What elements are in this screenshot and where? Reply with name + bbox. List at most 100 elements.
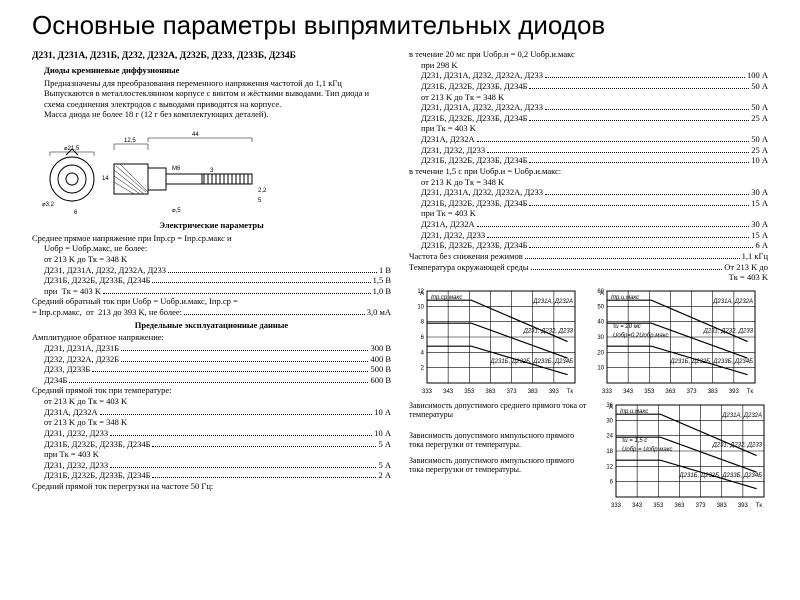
svg-text:Д231, Д232, Д233: Д231, Д232, Д233 [712,442,763,448]
chart-1: 24681012А333343353363373383393TкIпр.ср.м… [409,287,579,395]
svg-text:12: 12 [606,464,613,470]
svg-text:20: 20 [597,350,604,356]
intro-line1: Диоды кремниевые диффузионные [32,65,391,76]
left-column: Д231, Д231А, Д231Б, Д232, Д232А, Д232Б, … [32,49,391,509]
svg-text:⌀3,2: ⌀3,2 [42,202,55,208]
svg-text:Iпр.и.макс: Iпр.и.макс [620,409,648,415]
elec-pre3: от 213 K до Tк = 348 K [32,254,391,265]
svg-text:Д231А, Д232А: Д231А, Д232А [712,299,753,305]
svg-text:343: 343 [623,389,634,395]
svg-text:Uобр=0,2Uобр.макс: Uобр=0,2Uобр.макс [613,333,669,339]
svg-text:Д231Б, Д232Б, Д233Б, Д234Б: Д231Б, Д232Б, Д233Б, Д234Б [678,473,762,479]
svg-text:τи = 1,5 с: τи = 1,5 с [622,438,647,444]
svg-text:Iпр.и.макс: Iпр.и.макс [611,295,639,301]
svg-text:А: А [609,405,613,411]
svg-text:383: 383 [708,389,719,395]
chart-3: 61218243036А333343353363373383393TкIпр.и… [598,401,768,509]
svg-text:Tк: Tк [747,389,754,395]
svg-text:⌀21,5: ⌀21,5 [64,146,80,152]
limit-hdr1: Амплитудное обратное напряжение: [32,332,391,343]
svg-text:Tк: Tк [567,389,574,395]
svg-text:Uобр = Uобр.макс: Uобр = Uобр.макс [622,447,672,453]
chart-2: 102030405060А333343353363373383393TкIпр.… [589,287,759,395]
svg-text:3: 3 [210,168,214,174]
svg-text:373: 373 [687,389,698,395]
svg-text:383: 383 [717,503,728,509]
caption-1: Зависимость допустимого среднего прямого… [409,401,588,419]
right-column: в течение 20 мс при Uобр.и = 0,2 Uобр.и.… [409,49,768,509]
svg-text:10: 10 [417,304,424,310]
svg-text:363: 363 [665,389,676,395]
svg-text:τи = 20 мс: τи = 20 мс [613,324,641,330]
svg-text:363: 363 [674,503,685,509]
svg-text:353: 353 [653,503,664,509]
svg-text:333: 333 [611,503,622,509]
svg-text:24: 24 [606,433,613,439]
intro-line3: Выпускаются в металлостеклянном корпусе … [32,88,391,109]
svg-text:363: 363 [485,389,496,395]
svg-text:373: 373 [507,389,518,395]
svg-text:373: 373 [696,503,707,509]
svg-text:333: 333 [602,389,613,395]
caption-3: Зависимость допустимого импульсного прям… [409,456,588,474]
elec-r2-l: Д231Б, Д232Б, Д233Б, Д234Б [44,275,150,286]
svg-text:8: 8 [421,319,425,325]
svg-text:Д231Б, Д232Б, Д233Б, Д234Б: Д231Б, Д232Б, Д233Б, Д234Б [489,359,573,365]
caption-2: Зависимость допустимого импульсного прям… [409,431,588,449]
elec-pre1: Среднее прямое напряжение при Iпр.ср = I… [32,233,391,244]
limit-title: Предельные эксплуатационные данные [32,320,391,331]
svg-text:А: А [420,291,424,297]
svg-text:Д231, Д232, Д233: Д231, Д232, Д233 [703,328,754,334]
svg-text:Д231А, Д232А: Д231А, Д232А [721,413,762,419]
svg-text:14: 14 [102,176,109,182]
svg-text:10: 10 [597,365,604,371]
elec-pre4: Средний обратный ток при Uобр = Uобр.и.м… [32,296,391,307]
limit-hdr3: Средний прямой ток перегрузки на частоте… [32,481,391,492]
svg-text:343: 343 [632,503,643,509]
svg-text:50: 50 [597,304,604,310]
page-title: Основные параметры выпрямительных диодов [32,10,768,41]
svg-text:Tк: Tк [756,503,763,509]
svg-text:393: 393 [549,389,560,395]
svg-text:40: 40 [597,319,604,325]
svg-text:383: 383 [528,389,539,395]
elec-r4-l: = Iпр.ср.макс, от 213 до 393 K, не более… [32,307,182,318]
svg-text:2,2: 2,2 [258,188,267,194]
svg-text:44: 44 [192,132,199,138]
mechanical-diagram: ⌀21,5 12,5 44 14 М6 3 ⌀3,2 6 ⌀,5 2,2 5 [32,124,391,216]
svg-text:6: 6 [421,335,425,341]
svg-text:393: 393 [738,503,749,509]
elec-r2-v: 1,5 В [373,275,391,286]
svg-text:353: 353 [464,389,475,395]
svg-text:12,5: 12,5 [124,138,136,144]
svg-text:Д231, Д232, Д233: Д231, Д232, Д233 [523,328,574,334]
svg-text:343: 343 [443,389,454,395]
svg-text:6: 6 [74,210,78,216]
svg-text:353: 353 [644,389,655,395]
svg-text:Iпр.ср.макс: Iпр.ср.макс [431,295,462,301]
svg-text:30: 30 [597,335,604,341]
diode-models-heading: Д231, Д231А, Д231Б, Д232, Д232А, Д232Б, … [32,51,391,63]
elec-r1-v: 1 В [379,265,391,276]
elec-r3-l: при Tк = 403 K [44,286,101,297]
svg-text:⌀,5: ⌀,5 [172,208,181,214]
intro-line4: Масса диода не более 18 г (12 г без комп… [32,109,391,120]
elec-r1-l: Д231, Д231А, Д232, Д232А, Д233 [44,265,166,276]
svg-text:2: 2 [421,365,425,371]
svg-text:30: 30 [606,418,613,424]
svg-text:5: 5 [258,198,262,204]
electrical-params-title: Электрические параметры [32,220,391,231]
svg-text:А: А [600,291,604,297]
svg-text:333: 333 [422,389,433,395]
elec-pre2: Uобр = Uобр.макс, не более: [32,243,391,254]
elec-r4-v: 3,0 мА [367,307,391,318]
svg-text:Д231Б, Д232Б, Д233Б, Д234Б: Д231Б, Д232Б, Д233Б, Д234Б [669,359,753,365]
svg-text:6: 6 [610,479,614,485]
svg-text:4: 4 [421,350,425,356]
intro-line2: Предназначены для преобразования перемен… [32,78,391,89]
svg-text:М6: М6 [172,166,181,172]
elec-r3-v: 1,0 В [373,286,391,297]
svg-text:393: 393 [729,389,740,395]
svg-text:Д231А, Д232А: Д231А, Д232А [532,299,573,305]
limit-hdr2: Средний прямой ток при температуре: [32,385,391,396]
